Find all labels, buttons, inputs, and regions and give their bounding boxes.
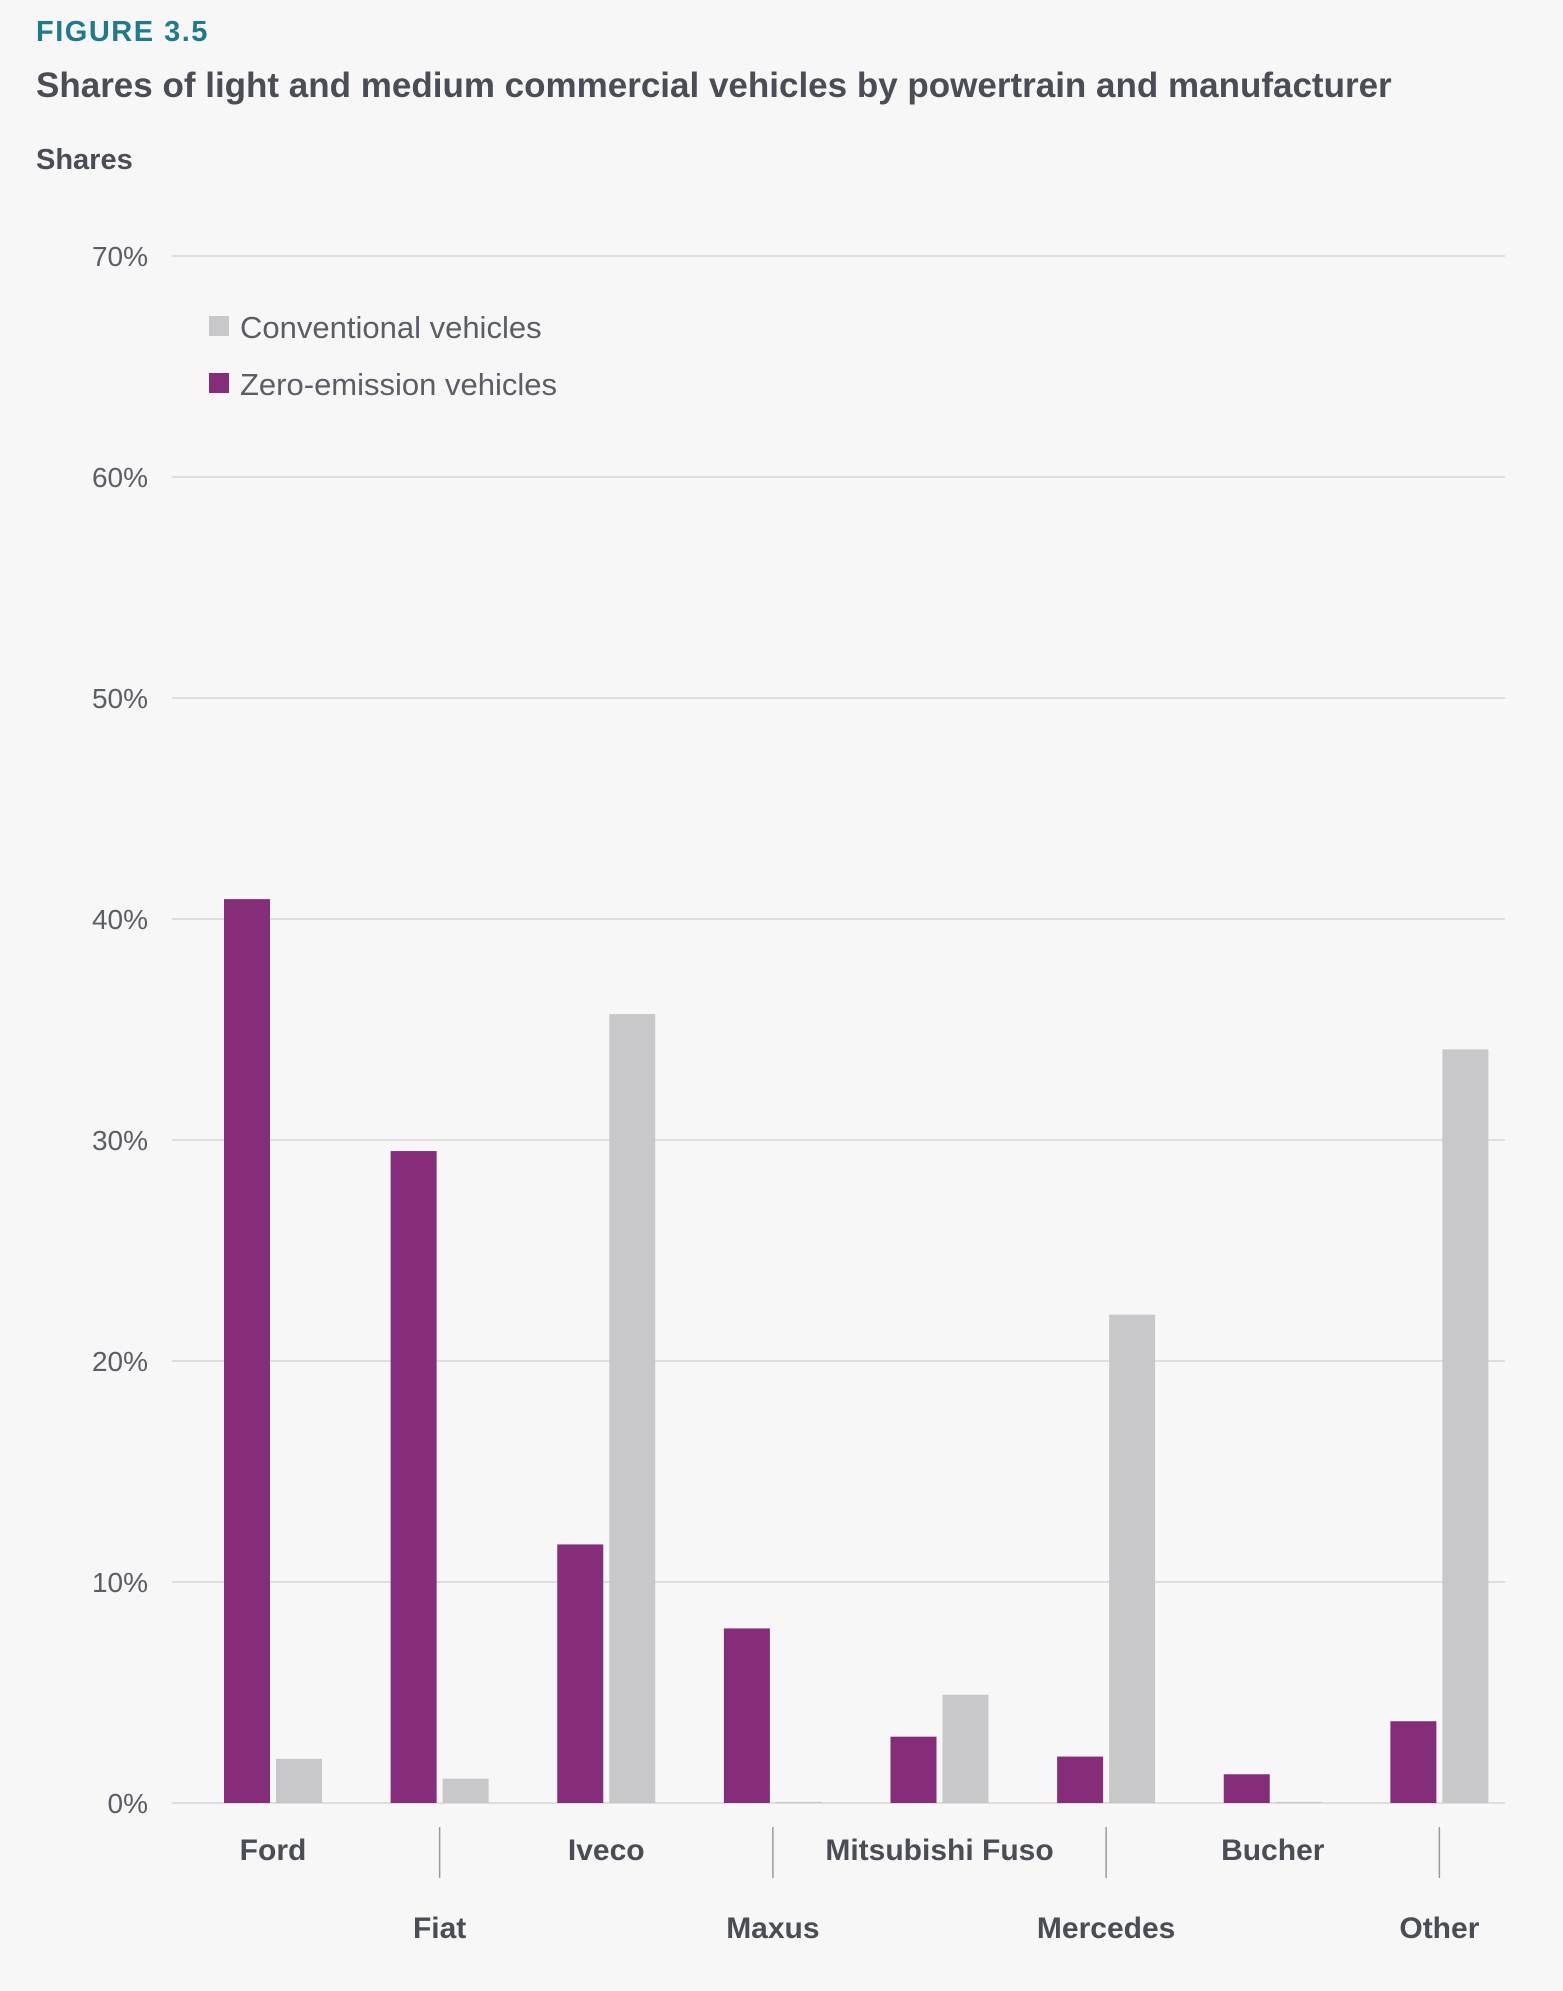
y-tick-label: 10% bbox=[92, 1567, 148, 1598]
y-axis-title: Shares bbox=[36, 144, 133, 176]
y-tick-label: 0% bbox=[108, 1788, 148, 1819]
legend-label: Conventional vehicles bbox=[240, 310, 542, 345]
category-label: Fiat bbox=[413, 1912, 466, 1945]
figure-label: FIGURE 3.5 bbox=[36, 16, 209, 48]
y-tick-label: 20% bbox=[92, 1346, 148, 1377]
bar-zero-emission bbox=[890, 1736, 937, 1803]
category-label: Iveco bbox=[568, 1834, 645, 1867]
bar-conventional bbox=[942, 1694, 989, 1803]
y-tick-label: 30% bbox=[92, 1125, 148, 1156]
legend-label: Zero-emission vehicles bbox=[240, 367, 557, 402]
bar-zero-emission bbox=[224, 899, 270, 1803]
bar-zero-emission bbox=[1390, 1721, 1437, 1803]
bar-zero-emission bbox=[1057, 1756, 1104, 1803]
category-label: Ford bbox=[240, 1834, 307, 1867]
x-axis-labels: Ford Fiat Iveco Maxus Mitsubishi Fuso Mercede… bbox=[240, 1827, 1480, 1945]
bar-conventional bbox=[1275, 1801, 1322, 1803]
bar-zero-emission bbox=[390, 1151, 437, 1803]
bar-conventional bbox=[1442, 1049, 1489, 1803]
legend-swatch bbox=[209, 373, 229, 393]
legend: Conventional vehicles Zero-emission vehic… bbox=[209, 310, 557, 402]
category-label: Bucher bbox=[1221, 1834, 1325, 1867]
category-label: Other bbox=[1399, 1912, 1479, 1945]
category-label: Mercedes bbox=[1037, 1912, 1175, 1945]
bar-zero-emission bbox=[1223, 1774, 1270, 1803]
y-axis-ticks: 0% 10% 20% 30% 40% 50% 60% 70% bbox=[92, 241, 148, 1819]
bar-conventional bbox=[775, 1801, 822, 1803]
bar-conventional bbox=[1109, 1314, 1156, 1803]
category-label: Maxus bbox=[726, 1912, 819, 1945]
gridlines bbox=[172, 255, 1505, 1804]
chart-title: Shares of light and medium commercial ve… bbox=[36, 66, 1392, 105]
bar-zero-emission bbox=[723, 1628, 770, 1803]
category-label: Mitsubishi Fuso bbox=[825, 1834, 1053, 1867]
bar-conventional bbox=[442, 1778, 489, 1803]
legend-swatch bbox=[209, 316, 229, 336]
y-tick-label: 70% bbox=[92, 241, 148, 272]
y-tick-label: 60% bbox=[92, 462, 148, 493]
bar-conventional bbox=[276, 1758, 322, 1803]
y-tick-label: 50% bbox=[92, 683, 148, 714]
bar-zero-emission bbox=[557, 1544, 604, 1803]
bars bbox=[224, 899, 1489, 1803]
y-tick-label: 40% bbox=[92, 904, 148, 935]
bar-conventional bbox=[609, 1014, 656, 1803]
